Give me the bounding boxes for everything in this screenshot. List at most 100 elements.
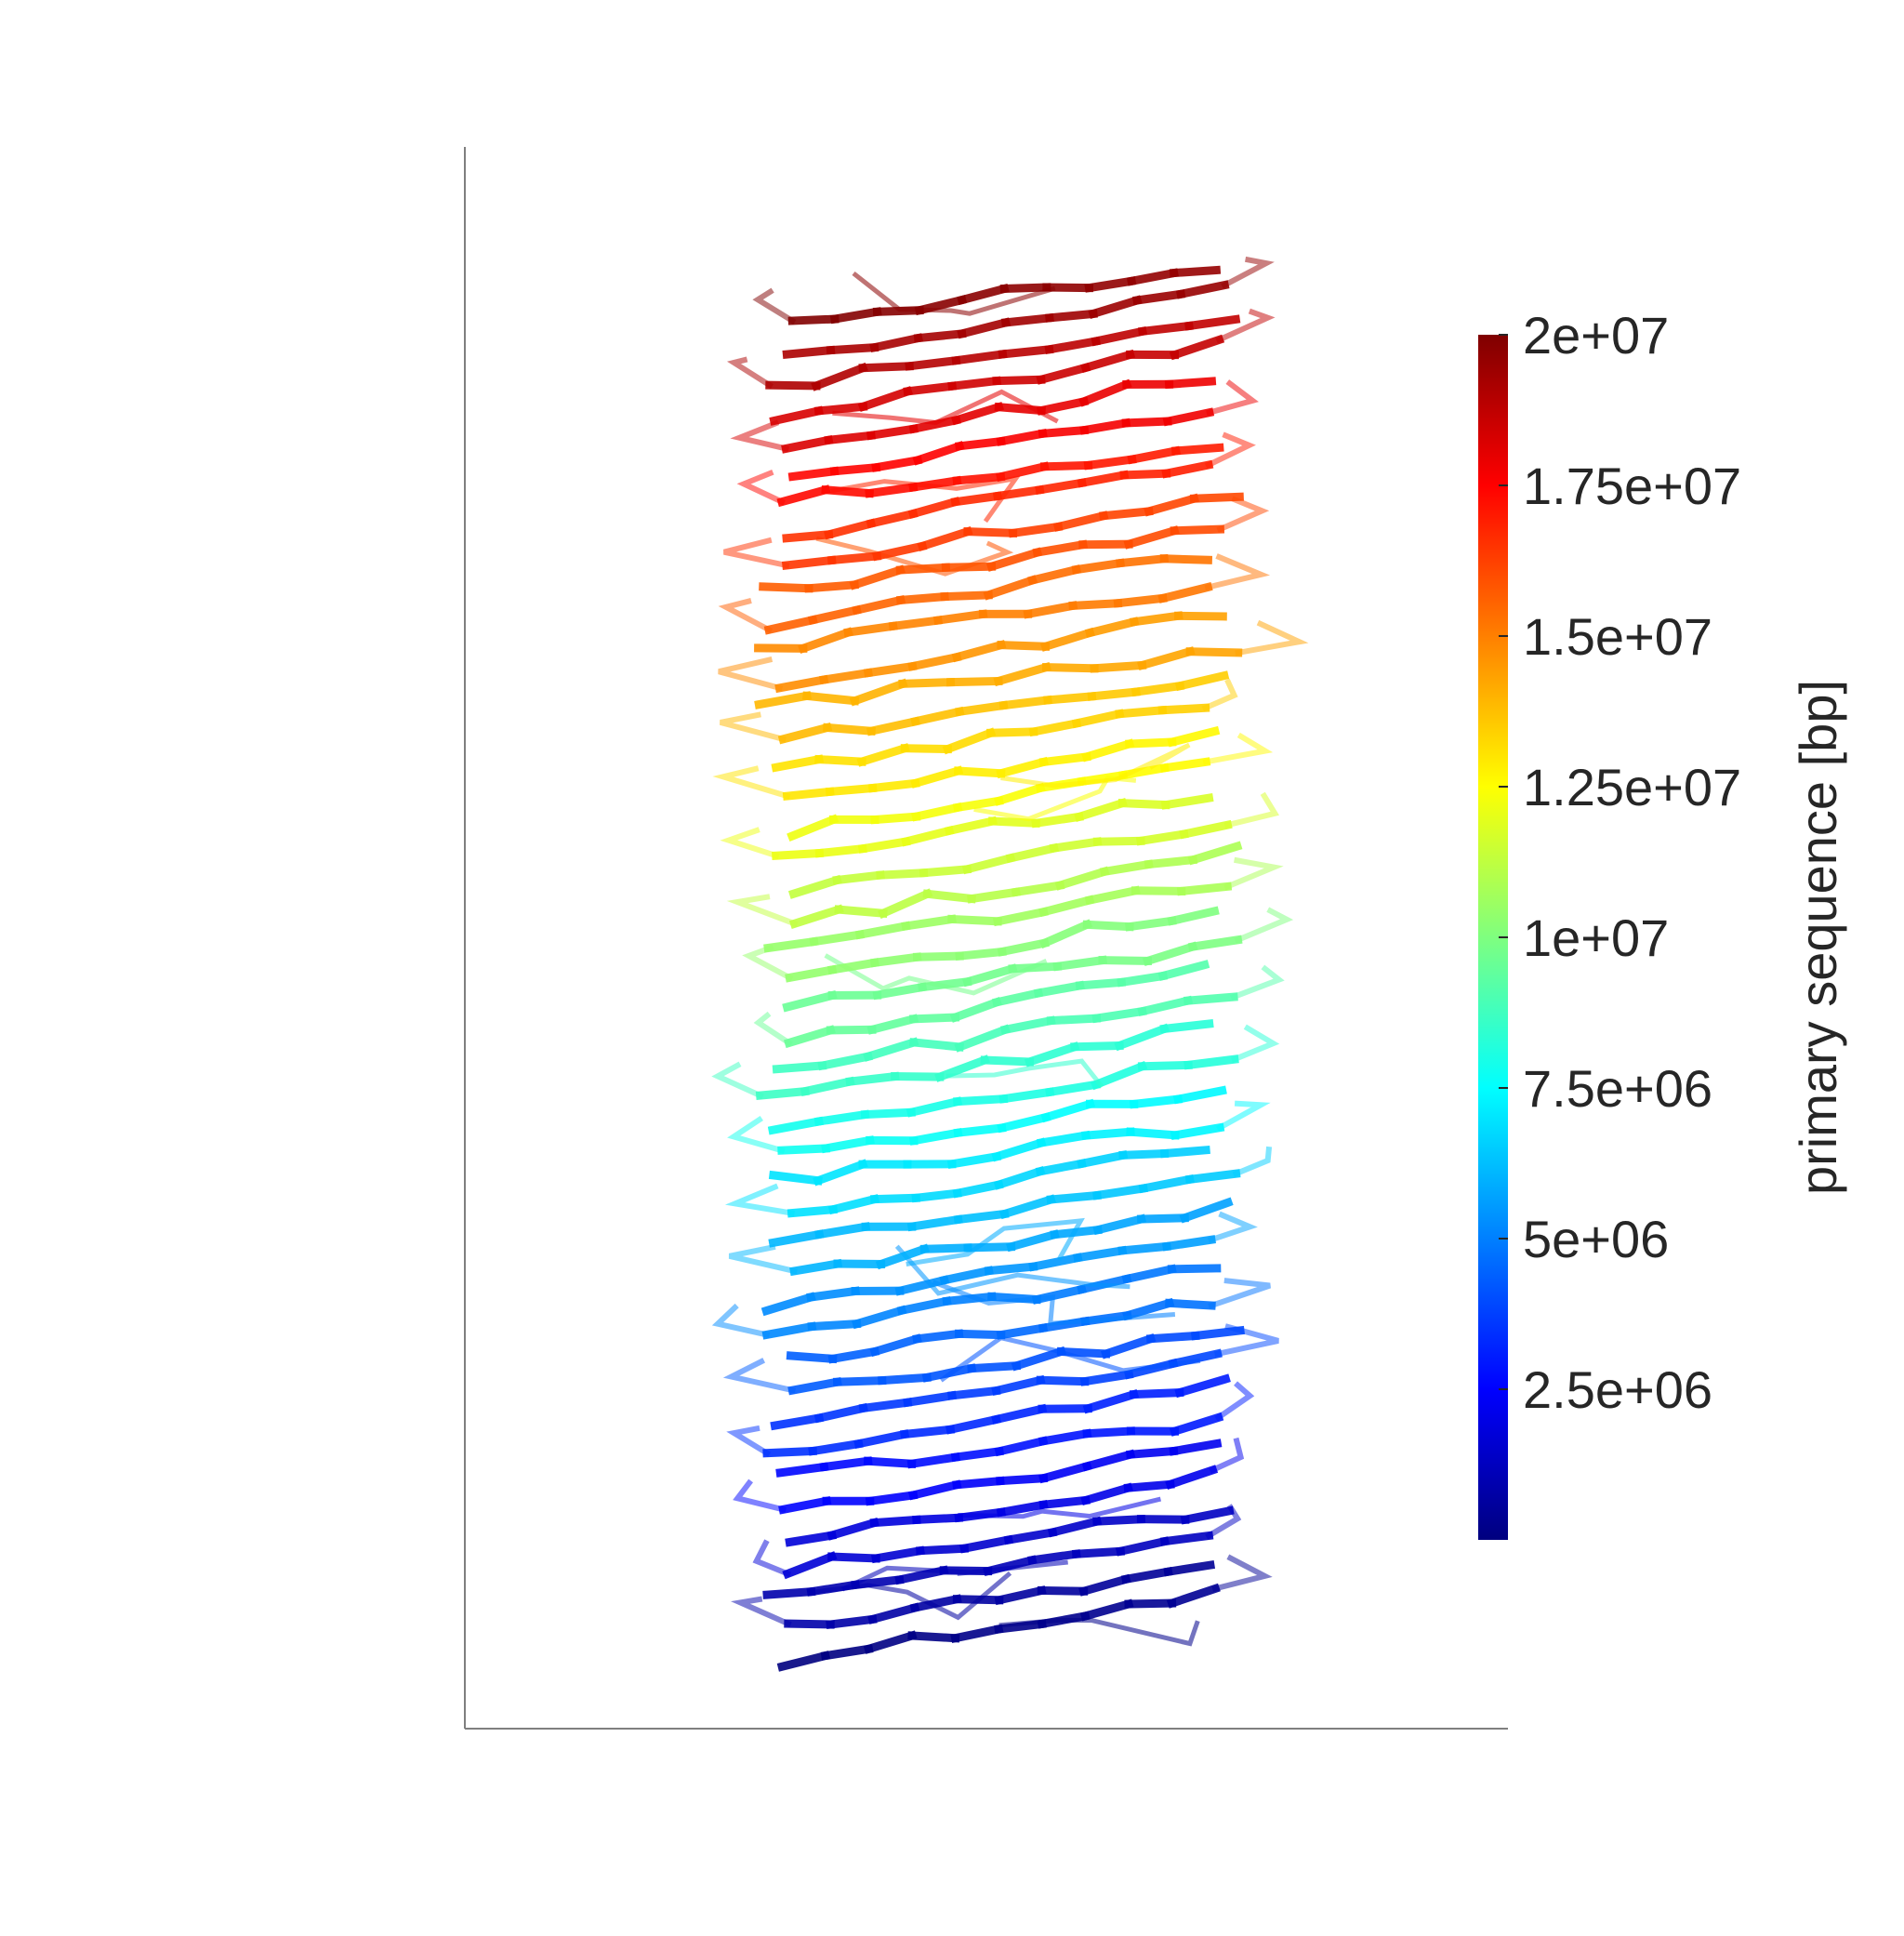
trace-segment [963, 527, 1018, 537]
trace-segment [949, 997, 1002, 1023]
trace-excursion [852, 271, 1056, 316]
trace-segment [786, 1351, 838, 1364]
trace-segment [945, 676, 1003, 687]
trace-segment [1071, 709, 1125, 729]
trace-segment [1079, 418, 1131, 435]
trace-segment [913, 328, 967, 343]
trace-segment [813, 1159, 868, 1187]
trace-segment [829, 462, 881, 476]
trace-segment [1036, 362, 1091, 385]
trace-segment [1117, 1241, 1171, 1255]
trace-segment [1183, 314, 1241, 331]
trace-segment [806, 1286, 861, 1303]
trace-loop [724, 1183, 796, 1217]
colorbar-ticks: 2.5e+06 5e+06 7.5e+06 1e+07 1.25e+07 1.5e+07 1… [1499, 306, 1741, 1419]
trace-segment [857, 386, 914, 413]
trace-segment [1099, 859, 1154, 877]
trace-segment [891, 1072, 945, 1081]
trace-segment [826, 1518, 879, 1541]
trace-segment [1185, 647, 1243, 657]
trace-segment [1090, 660, 1147, 673]
colorbar-tick-label: 2.5e+06 [1523, 1360, 1712, 1419]
trace-segment [1078, 539, 1133, 550]
trace-segment [871, 455, 923, 472]
trace-segment [1157, 703, 1210, 715]
trace-segment [953, 1094, 1009, 1107]
trace-segment [997, 640, 1051, 651]
trace-segment [1187, 935, 1243, 952]
trace-loop [711, 1303, 771, 1338]
trace-loop [711, 1061, 764, 1100]
trace-segment [814, 843, 867, 858]
trace-segment [1000, 312, 1054, 327]
trace-segment [814, 1222, 871, 1240]
trace-segment [821, 1135, 875, 1154]
trace-loop [1223, 791, 1279, 829]
trace-segment [813, 402, 868, 416]
trace-segment [912, 1329, 964, 1344]
trace-excursion [945, 1058, 1104, 1089]
trace-loop [752, 287, 797, 325]
trace-segment [785, 1530, 838, 1547]
trace-excursion [840, 1559, 1068, 1592]
trace-segment [1070, 1041, 1124, 1052]
trace-segment [1075, 977, 1127, 990]
trace-segment [814, 754, 866, 766]
trace-segment [985, 727, 1038, 737]
trace-segment [1036, 1375, 1090, 1386]
trace-segment [869, 1333, 922, 1358]
trace-segment [872, 982, 928, 1001]
trace-segment [1124, 1598, 1177, 1609]
trace-segment [1074, 798, 1128, 823]
trace-segment [866, 509, 919, 529]
trace-loop [1215, 308, 1276, 344]
trace-segment [1056, 1346, 1111, 1359]
trace-segment [1162, 407, 1215, 427]
trace-loop [1214, 1381, 1255, 1422]
trace-segment [966, 887, 1021, 904]
trace-segment [1071, 1546, 1126, 1558]
trace-segment [1038, 895, 1095, 918]
trace-segment [1159, 1145, 1210, 1159]
trace-segment [858, 362, 914, 373]
trace-segment [1046, 1014, 1102, 1026]
trace-loop [736, 469, 786, 506]
trace-segment [1023, 601, 1078, 619]
trace-segment [1137, 1060, 1193, 1071]
trace-segment [919, 1243, 972, 1253]
trace-segment [1033, 980, 1085, 999]
trace-segment [1008, 522, 1064, 538]
trace-segment [1144, 493, 1200, 517]
trace-segment [800, 1076, 855, 1096]
trace-segment [1174, 670, 1230, 692]
trace-segment [1099, 506, 1154, 521]
trace-segment [1165, 1465, 1219, 1491]
trace-segment [787, 1376, 842, 1396]
trace-segment [869, 1515, 921, 1528]
trace-segment [999, 283, 1051, 294]
trace-segment [1039, 460, 1093, 471]
trace-segment [1136, 1515, 1190, 1524]
trace-loop [726, 1425, 772, 1457]
trace-segment [1122, 1297, 1175, 1321]
trace-segment [1073, 1245, 1128, 1263]
trace-segment [967, 1361, 1022, 1373]
trace-segment [869, 952, 922, 968]
trace-segment [1159, 1531, 1214, 1546]
trace-loop [1204, 431, 1256, 470]
trace-segment [991, 1374, 1046, 1397]
trace-segment [907, 1479, 962, 1501]
trace-segment [782, 529, 834, 543]
trace-segment [854, 921, 911, 940]
trace-segment [819, 1456, 873, 1472]
trace-segment [876, 868, 929, 880]
trace-loop [723, 537, 790, 569]
trace-segment [1039, 627, 1095, 652]
trace-segment [908, 475, 962, 493]
trace-segment [1038, 1461, 1092, 1484]
trace-segment [808, 1439, 864, 1456]
trace-segment [907, 652, 962, 671]
trace-segment [865, 1490, 919, 1506]
trace-segment [1137, 321, 1194, 337]
